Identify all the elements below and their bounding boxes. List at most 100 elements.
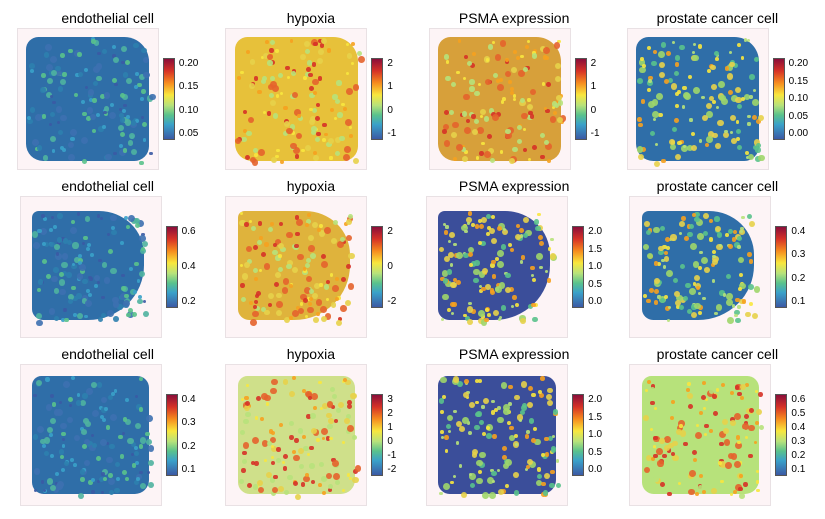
colorbar bbox=[371, 226, 383, 308]
colorbar-tick: 0.3 bbox=[791, 250, 805, 260]
panel-title: endothelial cell bbox=[61, 10, 154, 26]
colorbar-tick: -2 bbox=[387, 297, 396, 307]
colorbar-legend: 0.6 0.4 0.2 bbox=[166, 226, 196, 308]
panel-body: 0.6 0.5 0.4 0.3 0.2 0.1 bbox=[629, 364, 805, 506]
heatmap-panel: hypoxia20-2 bbox=[213, 178, 408, 338]
panel-body: 0.4 0.3 0.2 0.1 bbox=[629, 196, 805, 338]
spatial-plot bbox=[629, 364, 771, 506]
colorbar-tick: 1.5 bbox=[588, 245, 602, 255]
colorbar-tick: 0 bbox=[387, 106, 396, 116]
colorbar-tick: 1 bbox=[387, 423, 396, 433]
spatial-expression-grid: endothelial cell0.200.150.100.05hypoxia2… bbox=[10, 10, 815, 506]
panel-title: prostate cancer cell bbox=[657, 178, 778, 194]
colorbar-legend: 0.4 0.3 0.2 0.1 bbox=[166, 394, 196, 476]
colorbar-tick: 0.4 bbox=[182, 395, 196, 405]
colorbar-tick: 0.2 bbox=[182, 442, 196, 452]
colorbar-legend: 2.01.51.00.50.0 bbox=[572, 394, 602, 476]
heatmap-panel: hypoxia3210-1-2 bbox=[213, 346, 408, 506]
colorbar-legend: 2 1 0 -1 bbox=[371, 58, 396, 140]
colorbar-tick: 0.20 bbox=[789, 59, 808, 69]
colorbar-tick: 0 bbox=[387, 262, 396, 272]
heatmap-panel: prostate cancer cell0.200.150.100.050.00 bbox=[620, 10, 815, 170]
panel-title: PSMA expression bbox=[459, 10, 570, 26]
spatial-plot bbox=[17, 28, 159, 170]
colorbar-ticks: 2 1 0 -1 bbox=[387, 59, 396, 139]
colorbar-tick: 3 bbox=[387, 395, 396, 405]
colorbar-tick: 0.20 bbox=[179, 59, 198, 69]
colorbar-tick: 0.2 bbox=[791, 274, 805, 284]
colorbar-tick: 0.6 bbox=[791, 395, 805, 405]
spatial-plot bbox=[429, 28, 571, 170]
colorbar-tick: 1.0 bbox=[588, 430, 602, 440]
colorbar-tick: 0.05 bbox=[789, 112, 808, 122]
colorbar-legend: 20-2 bbox=[371, 226, 396, 308]
colorbar-tick: 0.3 bbox=[182, 418, 196, 428]
panel-body: 2.01.51.00.50.0 bbox=[426, 364, 602, 506]
panel-title: PSMA expression bbox=[459, 346, 570, 362]
spatial-plot bbox=[426, 364, 568, 506]
colorbar-ticks: 0.200.150.100.05 bbox=[179, 59, 198, 139]
colorbar-tick: 0.1 bbox=[791, 465, 805, 475]
colorbar-ticks: 210-1 bbox=[591, 59, 600, 139]
colorbar-tick: 0.6 bbox=[182, 227, 196, 237]
colorbar-tick: 2 bbox=[591, 59, 600, 69]
colorbar-tick: -1 bbox=[387, 451, 396, 461]
colorbar-legend: 210-1 bbox=[575, 58, 600, 140]
colorbar-tick: 0.5 bbox=[588, 280, 602, 290]
colorbar bbox=[775, 394, 787, 476]
panel-title: PSMA expression bbox=[459, 178, 570, 194]
colorbar-legend: 0.200.150.100.05 bbox=[163, 58, 198, 140]
heatmap-panel: endothelial cell0.40.30.20.1 bbox=[10, 346, 205, 506]
colorbar-tick: -1 bbox=[387, 129, 396, 139]
colorbar-tick: 1 bbox=[387, 82, 396, 92]
colorbar bbox=[166, 394, 178, 476]
heatmap-panel: PSMA expression210-1 bbox=[417, 10, 612, 170]
colorbar-tick: 0.10 bbox=[179, 106, 198, 116]
heatmap-panel: endothelial cell0.60.40.2 bbox=[10, 178, 205, 338]
colorbar-tick: 0.4 bbox=[791, 227, 805, 237]
panel-title: hypoxia bbox=[287, 346, 335, 362]
colorbar-tick: 1.0 bbox=[588, 262, 602, 272]
colorbar-legend: 0.6 0.5 0.4 0.3 0.2 0.1 bbox=[775, 394, 805, 476]
colorbar-tick: 0.15 bbox=[789, 77, 808, 87]
heatmap-panel: prostate cancer cell 0.6 0.5 0.4 0.3 0.2 0.1 bbox=[620, 346, 815, 506]
colorbar bbox=[163, 58, 175, 140]
panel-title: prostate cancer cell bbox=[657, 346, 778, 362]
colorbar-legend: 3210-1-2 bbox=[371, 394, 396, 476]
panel-title: prostate cancer cell bbox=[657, 10, 778, 26]
panel-title: hypoxia bbox=[287, 178, 335, 194]
colorbar-tick: 0.0 bbox=[588, 465, 602, 475]
colorbar-tick: 0.05 bbox=[179, 129, 198, 139]
colorbar bbox=[773, 58, 785, 140]
colorbar-tick: 0.3 bbox=[791, 437, 805, 447]
colorbar-tick: 0.4 bbox=[182, 262, 196, 272]
colorbar-ticks: 3210-1-2 bbox=[387, 395, 396, 475]
colorbar-tick: 0.0 bbox=[588, 297, 602, 307]
colorbar-tick: 0.10 bbox=[789, 94, 808, 104]
colorbar-tick: 2 bbox=[387, 59, 396, 69]
colorbar-ticks: 2.01.51.00.50.0 bbox=[588, 395, 602, 475]
colorbar-tick: 0.2 bbox=[182, 297, 196, 307]
colorbar-tick: 0 bbox=[387, 437, 396, 447]
colorbar bbox=[572, 226, 584, 308]
colorbar-tick: -1 bbox=[591, 129, 600, 139]
panel-body: 2 1 0 -1 bbox=[225, 28, 396, 170]
colorbar-legend: 2.01.51.00.50.0 bbox=[572, 226, 602, 308]
panel-body: 0.200.150.100.05 bbox=[17, 28, 198, 170]
heatmap-panel: prostate cancer cell 0.4 0.3 0.2 0.1 bbox=[620, 178, 815, 338]
colorbar bbox=[371, 394, 383, 476]
heatmap-panel: PSMA expression2.01.51.00.50.0 bbox=[417, 346, 612, 506]
colorbar-tick: -2 bbox=[387, 465, 396, 475]
spatial-plot bbox=[629, 196, 771, 338]
colorbar-tick: 0.2 bbox=[791, 451, 805, 461]
heatmap-panel: PSMA expression2.01.51.00.50.0 bbox=[417, 178, 612, 338]
colorbar-tick: 0 bbox=[591, 106, 600, 116]
panel-title: hypoxia bbox=[287, 10, 335, 26]
colorbar-tick: 0.5 bbox=[588, 448, 602, 458]
colorbar-tick: 0.5 bbox=[791, 409, 805, 419]
colorbar-ticks: 2.01.51.00.50.0 bbox=[588, 227, 602, 307]
spatial-plot bbox=[225, 196, 367, 338]
colorbar-tick: 0.4 bbox=[791, 423, 805, 433]
colorbar-tick: 0.1 bbox=[791, 297, 805, 307]
colorbar-tick: 0.1 bbox=[182, 465, 196, 475]
